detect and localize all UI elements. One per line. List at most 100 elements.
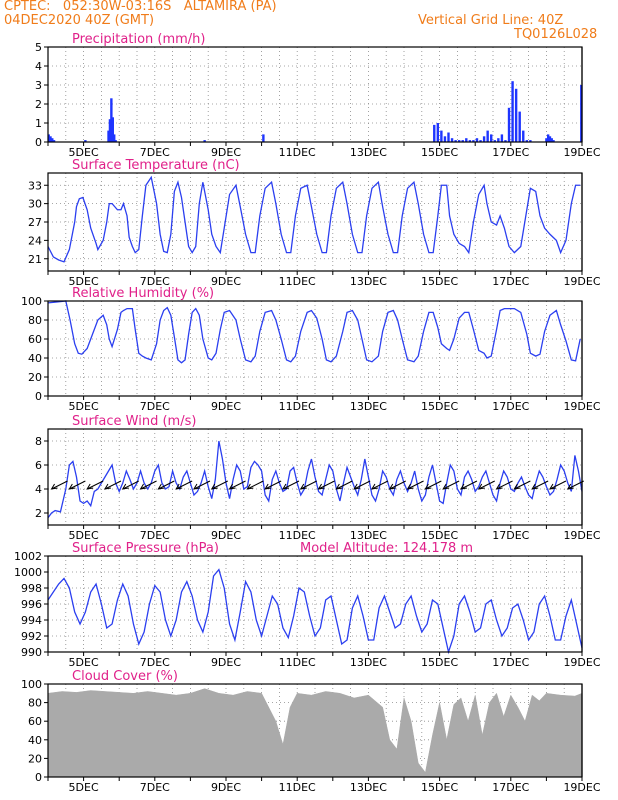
wind-arrow-head [477,483,485,490]
wind-arrow-head [495,483,503,490]
wind-arrow-shaft [193,480,211,490]
humidity-xtick-label: 19DEC [563,400,600,413]
wind-arrow-head [192,483,201,490]
wind-arrow-shaft [318,480,335,490]
precipitation-bar [580,85,583,142]
pressure-ytick-label: 1000 [14,566,42,579]
precipitation-bar [447,132,450,142]
precipitation-bar [504,140,507,142]
precipitation-bar [472,140,475,142]
pressure-ytick-label: 1002 [14,550,42,563]
precipitation-bar [443,136,447,142]
header: CPTEC: 052:30W-03:16S ALTAMIRA (PA) 04DE… [0,0,618,46]
wind-arrow-head [175,483,183,490]
precipitation-bar [108,119,112,142]
cloud-cover-xtick-label: 17DEC [492,781,529,794]
cloud-cover-xtick-label: 19DEC [563,781,600,794]
precipitation-bar [436,123,440,142]
wind-arrow-shaft [140,480,157,490]
wind-arrow-shaft [69,480,86,490]
wind-arrow-shaft [247,480,264,490]
precipitation-bar [107,130,110,142]
temperature-title: Surface Temperature (nC) [72,158,240,173]
pressure-ytick-label: 998 [21,582,42,595]
wind-arrow-head [68,483,76,490]
cloud-cover-xtick-label: 11DEC [279,781,316,794]
wind-arrow-head [548,483,557,490]
cloud-cover-ytick-label: 40 [28,734,42,747]
wind-xtick-label: 9DEC [211,529,241,542]
wind-arrow-shaft [425,480,442,490]
wind-ytick-label: 2 [35,507,42,520]
cloud-cover-panel: Cloud Cover (%) 0 20 40 60 80 100 5DEC 7DEC 9DEC 1… [21,669,601,794]
precipitation-bar [511,81,514,142]
precipitation-bar [497,138,500,142]
cloud-cover-xtick-label: 15DEC [421,781,458,794]
wind-line [47,440,583,519]
temperature-ytick-label: 21 [28,253,42,266]
precipitation-bar [111,117,114,142]
wind-xtick-label: 17DEC [492,529,529,542]
temperature-xtick-label: 11DEC [279,275,316,288]
precipitation-bar [450,138,454,142]
wind-ytick-label: 6 [35,459,42,472]
temperature-xtick-label: 5DEC [69,275,99,288]
pressure-panel: Surface Pressure (hPa) Model Altitude: 12… [14,541,601,669]
precipitation-ytick-label: 5 [35,41,42,54]
precipitation-xtick-label: 7DEC [140,146,170,159]
precipitation-bar [203,140,206,142]
wind-arrow-head [442,483,450,490]
wind-arrow-head [370,483,379,490]
wind-arrow-shaft [389,480,406,490]
precipitation-bar [507,107,511,142]
wind-arrow-shaft [460,480,478,490]
wind-arrow-shaft [104,480,122,490]
wind-arrow-shaft [496,480,513,490]
precipitation-bar [514,88,518,142]
humidity-xtick-label: 5DEC [69,400,99,413]
wind-panel: Surface Wind (m/s) 2 4 6 8 5DEC 7DEC 9DEC 11DEC 1… [35,414,601,542]
precipitation-bar [482,136,486,142]
station-info: CPTEC: 052:30W-03:16S ALTAMIRA (PA) [4,0,277,14]
temperature-ytick-label: 27 [28,216,42,229]
pressure-xtick-label: 5DEC [69,656,99,669]
precipitation-bar [548,136,552,142]
pressure-annotation: Model Altitude: 124.178 m [300,541,473,556]
precipitation-bar [457,140,461,142]
precipitation-bar [52,140,56,142]
temperature-ytick-label: 33 [28,179,42,192]
wind-arrow-head [121,483,129,490]
cloud-cover-xtick-label: 7DEC [140,781,170,794]
precipitation-bar [545,138,548,142]
pressure-ytick-label: 996 [21,598,42,611]
precipitation-bar [433,124,436,142]
pressure-xtick-label: 13DEC [350,656,387,669]
wind-arrow-shaft [229,480,246,490]
wind-arrow-head [281,483,290,490]
cloud-cover-xtick-label: 9DEC [211,781,241,794]
wind-arrow-shaft [478,480,495,490]
precipitation-bar [522,130,525,142]
wind-arrow-shaft [407,480,424,490]
precipitation-bar [546,134,550,142]
precipitation-bar [454,140,457,142]
precipitation-bar [552,140,555,142]
precipitation-bar [529,140,532,142]
wind-arrow-shaft [282,480,300,490]
temperature-panel: Surface Temperature (nC) 21 24 27 30 33 5DEC 7D… [28,158,601,288]
precipitation-bar [465,138,468,142]
wind-arrow-shaft [51,480,68,490]
wind-arrow-shaft [122,480,139,490]
wind-xtick-label: 7DEC [140,529,170,542]
precipitation-xtick-label: 5DEC [69,146,99,159]
wind-ytick-label: 8 [35,435,42,448]
wind-arrow-shaft [371,480,389,490]
wind-arrow-shaft [514,480,531,490]
cloud-cover-ytick-label: 100 [21,678,42,691]
pressure-xtick-label: 7DEC [140,656,170,669]
humidity-ytick-label: 0 [35,390,42,403]
precipitation-bar [490,134,493,142]
temperature-xtick-label: 17DEC [492,275,529,288]
wind-arrow-shaft [175,480,193,490]
